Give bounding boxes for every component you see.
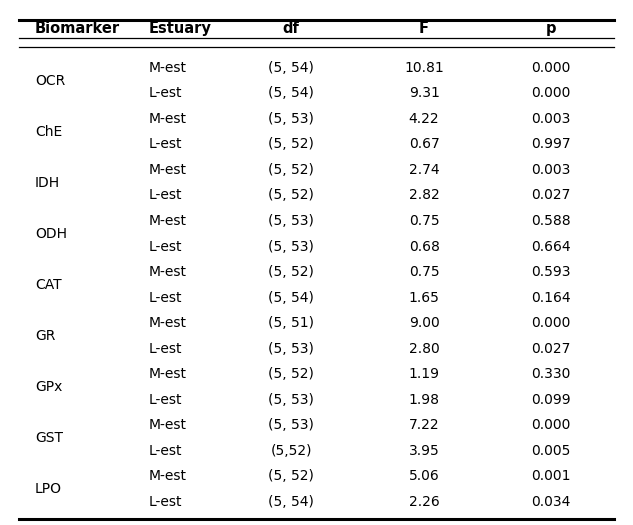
Text: M-est: M-est bbox=[149, 112, 187, 126]
Text: 0.593: 0.593 bbox=[531, 265, 570, 279]
Text: 7.22: 7.22 bbox=[409, 418, 439, 432]
Text: (5, 51): (5, 51) bbox=[268, 316, 314, 330]
Text: 0.003: 0.003 bbox=[531, 112, 570, 126]
Text: OCR: OCR bbox=[35, 74, 65, 88]
Text: (5, 53): (5, 53) bbox=[268, 214, 314, 228]
Text: M-est: M-est bbox=[149, 418, 187, 432]
Text: (5, 53): (5, 53) bbox=[268, 342, 314, 355]
Text: 1.65: 1.65 bbox=[409, 290, 439, 304]
Text: 2.26: 2.26 bbox=[409, 495, 439, 509]
Text: LPO: LPO bbox=[35, 482, 62, 496]
Text: 1.19: 1.19 bbox=[409, 367, 439, 381]
Text: Biomarker: Biomarker bbox=[35, 22, 120, 36]
Text: L-est: L-est bbox=[149, 138, 182, 151]
Text: 0.164: 0.164 bbox=[531, 290, 570, 304]
Text: 5.06: 5.06 bbox=[409, 469, 439, 483]
Text: (5, 54): (5, 54) bbox=[268, 61, 314, 75]
Text: 0.003: 0.003 bbox=[531, 163, 570, 177]
Text: L-est: L-est bbox=[149, 495, 182, 509]
Text: (5, 53): (5, 53) bbox=[268, 418, 314, 432]
Text: 1.98: 1.98 bbox=[409, 393, 439, 407]
Text: GST: GST bbox=[35, 431, 63, 445]
Text: 4.22: 4.22 bbox=[409, 112, 439, 126]
Text: ODH: ODH bbox=[35, 227, 67, 241]
Text: M-est: M-est bbox=[149, 316, 187, 330]
Text: 0.664: 0.664 bbox=[531, 239, 570, 254]
Text: 2.82: 2.82 bbox=[409, 188, 439, 203]
Text: 9.31: 9.31 bbox=[409, 87, 439, 100]
Text: 0.001: 0.001 bbox=[531, 469, 570, 483]
Text: (5,52): (5,52) bbox=[270, 444, 312, 458]
Text: GPx: GPx bbox=[35, 380, 62, 394]
Text: 0.68: 0.68 bbox=[409, 239, 439, 254]
Text: L-est: L-est bbox=[149, 239, 182, 254]
Text: M-est: M-est bbox=[149, 469, 187, 483]
Text: (5, 52): (5, 52) bbox=[268, 367, 314, 381]
Text: 0.099: 0.099 bbox=[531, 393, 570, 407]
Text: (5, 53): (5, 53) bbox=[268, 112, 314, 126]
Text: 0.000: 0.000 bbox=[531, 316, 570, 330]
Text: 0.000: 0.000 bbox=[531, 418, 570, 432]
Text: 0.997: 0.997 bbox=[531, 138, 570, 151]
Text: Estuary: Estuary bbox=[149, 22, 211, 36]
Text: (5, 52): (5, 52) bbox=[268, 163, 314, 177]
Text: df: df bbox=[283, 22, 299, 36]
Text: 2.80: 2.80 bbox=[409, 342, 439, 355]
Text: M-est: M-est bbox=[149, 214, 187, 228]
Text: 0.000: 0.000 bbox=[531, 87, 570, 100]
Text: ChE: ChE bbox=[35, 125, 62, 139]
Text: L-est: L-est bbox=[149, 393, 182, 407]
Text: L-est: L-est bbox=[149, 444, 182, 458]
Text: (5, 52): (5, 52) bbox=[268, 469, 314, 483]
Text: 2.74: 2.74 bbox=[409, 163, 439, 177]
Text: (5, 52): (5, 52) bbox=[268, 188, 314, 203]
Text: (5, 53): (5, 53) bbox=[268, 393, 314, 407]
Text: L-est: L-est bbox=[149, 342, 182, 355]
Text: 0.588: 0.588 bbox=[531, 214, 570, 228]
Text: (5, 54): (5, 54) bbox=[268, 87, 314, 100]
Text: (5, 52): (5, 52) bbox=[268, 138, 314, 151]
Text: 0.000: 0.000 bbox=[531, 61, 570, 75]
Text: (5, 54): (5, 54) bbox=[268, 290, 314, 304]
Text: L-est: L-est bbox=[149, 87, 182, 100]
Text: L-est: L-est bbox=[149, 188, 182, 203]
Text: 0.67: 0.67 bbox=[409, 138, 439, 151]
Text: 3.95: 3.95 bbox=[409, 444, 439, 458]
Text: M-est: M-est bbox=[149, 265, 187, 279]
Text: 0.027: 0.027 bbox=[531, 188, 570, 203]
Text: 0.330: 0.330 bbox=[531, 367, 570, 381]
Text: 0.027: 0.027 bbox=[531, 342, 570, 355]
Text: 0.005: 0.005 bbox=[531, 444, 570, 458]
Text: (5, 54): (5, 54) bbox=[268, 495, 314, 509]
Text: 0.75: 0.75 bbox=[409, 265, 439, 279]
Text: (5, 53): (5, 53) bbox=[268, 239, 314, 254]
Text: (5, 52): (5, 52) bbox=[268, 265, 314, 279]
Text: 9.00: 9.00 bbox=[409, 316, 439, 330]
Text: M-est: M-est bbox=[149, 61, 187, 75]
Text: 0.034: 0.034 bbox=[531, 495, 570, 509]
Text: p: p bbox=[546, 22, 556, 36]
Text: M-est: M-est bbox=[149, 163, 187, 177]
Text: CAT: CAT bbox=[35, 278, 61, 292]
Text: F: F bbox=[419, 22, 429, 36]
Text: M-est: M-est bbox=[149, 367, 187, 381]
Text: 10.81: 10.81 bbox=[404, 61, 444, 75]
Text: IDH: IDH bbox=[35, 176, 60, 190]
Text: GR: GR bbox=[35, 329, 55, 343]
Text: L-est: L-est bbox=[149, 290, 182, 304]
Text: 0.75: 0.75 bbox=[409, 214, 439, 228]
